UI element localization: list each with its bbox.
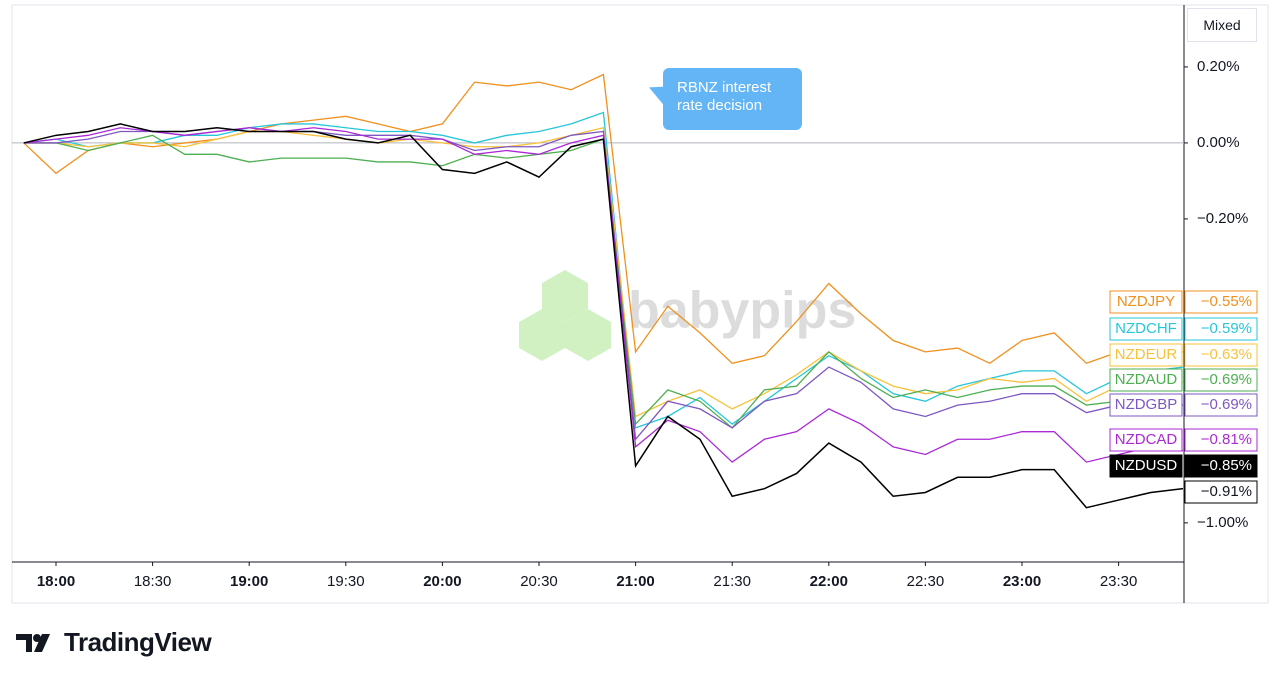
series-line [23,123,1184,509]
series-last-value: −0.81% [1201,431,1252,448]
series-value-box [1184,368,1258,392]
legend-entry: NZDCAD [1115,431,1178,448]
series-label: NZDCHF −0.59% [1109,317,1258,341]
series-value-box [1184,317,1258,341]
series-label: NZDEUR −0.63% [1109,343,1258,367]
series-line [23,134,1183,429]
series-value-box [1184,454,1258,478]
logo[interactable]: TradingView [16,627,212,658]
x-tick-label: 18:30 [134,573,172,590]
x-tick-label: 20:30 [520,573,558,590]
x-tick-label: 22:30 [907,573,945,590]
legend-entry: NZDGBP [1115,396,1178,413]
series-last-value: −0.59% [1201,320,1252,337]
x-tick-label: 23:00 [1003,573,1041,590]
series-name-box [1109,393,1183,417]
x-tick-label: 21:00 [616,573,654,590]
x-tick-label: 19:30 [327,573,365,590]
legend-entry: NZDUSD [1115,457,1178,474]
logo-text: TradingView [64,627,212,657]
series-name-box [1109,317,1183,341]
series-last-value: −0.63% [1201,346,1252,363]
series-name-box [1109,368,1183,392]
price-marker-box [1184,480,1258,504]
y-tick-label: 0.00% [1197,134,1240,151]
series-label: NZDCAD −0.81% [1109,428,1258,452]
watermark-text: babypips [628,282,856,340]
x-tick-label: 23:30 [1100,573,1138,590]
frame [11,4,1269,604]
legend-entry: NZDAUD [1115,371,1178,388]
legend-entry: NZDJPY [1117,293,1175,310]
x-tick-label: 22:00 [810,573,848,590]
logo-icon [16,633,50,652]
series-value-box [1184,290,1258,314]
series-last-value: −0.55% [1201,293,1252,310]
series-label: NZDJPY −0.55% [1109,290,1258,314]
series-line [23,126,1184,418]
y-tick-label: 0.20% [1197,58,1240,75]
watermark: babypips [519,270,856,361]
series-label: NZDUSD −0.85% [1109,454,1258,478]
legend-entry: NZDCHF [1115,320,1177,337]
y-tick-label: −1.00% [1197,514,1248,531]
series-label: NZDAUD −0.69% [1109,368,1258,392]
x-tick-label: 19:00 [230,573,268,590]
scale-mode-button[interactable]: Mixed [1187,8,1257,42]
x-tick-label: 20:00 [423,573,461,590]
series-line [23,127,1183,441]
series-value-box [1184,343,1258,367]
series-label: NZDGBP −0.69% [1109,393,1258,417]
series-value-box [1184,428,1258,452]
series-last-value: −0.69% [1201,396,1252,413]
series-last-value: −0.85% [1201,457,1252,474]
x-tick-label: 18:00 [37,573,75,590]
x-tick-label: 21:30 [713,573,751,590]
annotation: RBNZ interest rate decision [663,68,802,130]
legend-entry: NZDEUR [1115,346,1178,363]
series-line [23,127,1184,463]
y-tick-label: −0.20% [1197,210,1248,227]
series-name-box [1109,343,1183,367]
series-name-box [1109,428,1183,452]
series-last-value: −0.69% [1201,371,1252,388]
series-name-box [1109,290,1183,314]
price-marker: −0.91% [1201,483,1252,500]
series-value-box [1184,393,1258,417]
series-name-box [1109,454,1183,478]
